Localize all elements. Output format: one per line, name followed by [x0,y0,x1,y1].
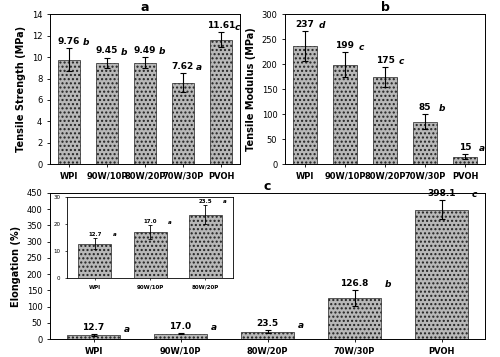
Text: a: a [112,232,116,237]
Text: 9.76: 9.76 [58,37,80,46]
Text: d: d [319,21,326,30]
Bar [416,210,468,339]
Text: c: c [472,190,478,199]
Text: a: a [211,323,217,332]
Text: a: a [223,200,226,205]
Bar [328,298,380,339]
Bar [134,232,166,278]
Bar [78,243,112,278]
Bar [242,332,294,339]
Text: b: b [120,48,127,57]
Title: a: a [141,1,149,14]
Text: 23.5: 23.5 [198,198,212,203]
Text: 12.7: 12.7 [88,232,102,237]
Bar [188,215,222,278]
Text: a: a [124,325,130,334]
Text: 9.49: 9.49 [134,46,156,55]
Text: c: c [359,42,364,51]
Title: c: c [264,180,271,193]
Text: 237: 237 [296,20,314,29]
Text: 85: 85 [419,103,431,112]
Text: c: c [234,22,240,32]
Bar [413,122,437,164]
Text: 15: 15 [459,143,471,152]
Text: 175: 175 [376,55,394,65]
Text: 12.7: 12.7 [82,323,104,332]
Text: c: c [399,57,404,66]
Text: a: a [168,220,172,225]
Y-axis label: Elongation (%): Elongation (%) [11,225,21,307]
Bar [172,82,194,164]
Bar [373,77,397,164]
Text: 11.61: 11.61 [207,21,235,30]
Y-axis label: Tensile Modulus (MPa): Tensile Modulus (MPa) [246,27,256,151]
Text: b: b [385,280,392,289]
Bar [96,63,118,164]
Text: 126.8: 126.8 [340,278,368,288]
Bar [210,40,233,164]
Text: 17.0: 17.0 [144,219,157,224]
Text: b: b [439,105,446,114]
Bar [58,60,80,164]
Text: b: b [82,38,89,47]
Text: 9.45: 9.45 [96,46,118,55]
Bar [68,335,120,339]
Bar [453,157,477,164]
Y-axis label: Tensile Strength (MPa): Tensile Strength (MPa) [16,26,26,152]
Text: 398.1: 398.1 [427,189,456,198]
Text: 199: 199 [336,41,354,50]
Text: 7.62: 7.62 [172,62,194,71]
Text: b: b [158,47,165,56]
Title: b: b [380,1,390,14]
Text: a: a [479,145,485,154]
Text: a: a [298,321,304,330]
Text: a: a [196,63,202,72]
Bar [134,62,156,164]
Bar [154,334,206,339]
Text: 23.5: 23.5 [256,319,278,328]
Text: 17.0: 17.0 [170,322,192,331]
Bar [293,46,317,164]
Bar [333,65,357,164]
